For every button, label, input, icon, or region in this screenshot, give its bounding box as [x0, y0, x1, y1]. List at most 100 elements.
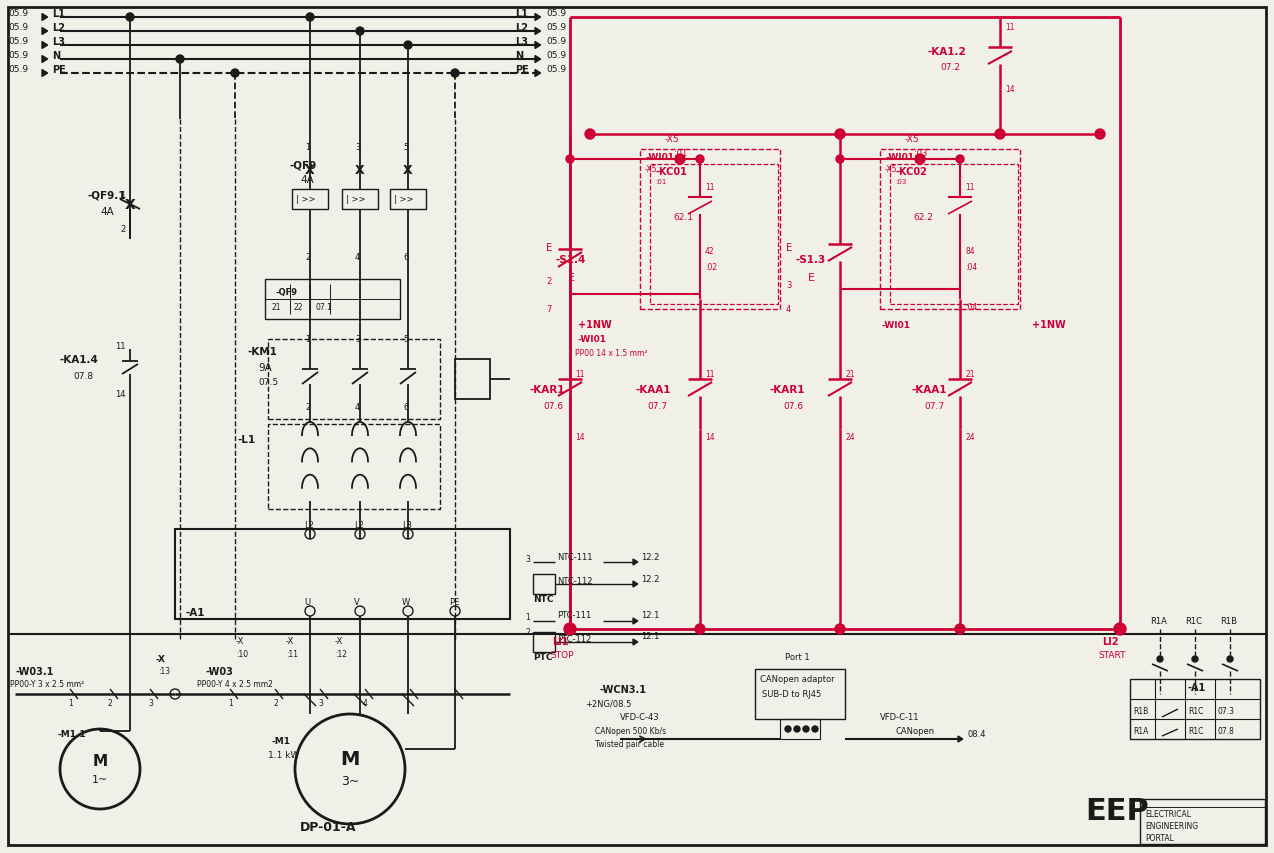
Text: -W03: -W03: [205, 666, 233, 676]
Text: -X5: -X5: [645, 165, 657, 174]
Text: 1: 1: [304, 143, 311, 153]
Circle shape: [834, 624, 845, 635]
Text: -KAA1: -KAA1: [634, 385, 670, 395]
Text: -S1.3: -S1.3: [795, 255, 826, 264]
Polygon shape: [535, 43, 540, 49]
Text: :12: :12: [335, 650, 347, 659]
Bar: [640, 150, 780, 310]
Text: ENGINEERING: ENGINEERING: [1145, 821, 1198, 831]
Text: 2: 2: [304, 403, 311, 412]
Text: NTC: NTC: [533, 595, 553, 604]
Text: 6: 6: [403, 253, 409, 262]
Text: 07.8: 07.8: [73, 372, 93, 381]
Text: 14: 14: [1005, 85, 1014, 95]
Text: 11: 11: [575, 370, 585, 379]
Text: 11: 11: [115, 342, 126, 351]
Circle shape: [176, 56, 183, 64]
Bar: [533, 574, 555, 595]
Text: 11: 11: [705, 370, 715, 379]
Text: -QF9.1: -QF9.1: [88, 189, 126, 200]
Text: N: N: [52, 51, 60, 61]
Text: 12.2: 12.2: [641, 574, 660, 583]
Text: 14: 14: [115, 390, 126, 399]
Text: 21: 21: [273, 303, 282, 312]
Text: EEP: EEP: [1085, 797, 1149, 826]
Polygon shape: [535, 28, 540, 36]
Text: U: U: [304, 598, 310, 606]
Circle shape: [1227, 656, 1233, 662]
Text: 07.2: 07.2: [940, 63, 961, 73]
Circle shape: [564, 624, 575, 635]
Text: 05.9: 05.9: [8, 24, 28, 32]
Circle shape: [696, 624, 705, 635]
Text: PTC-111: PTC-111: [557, 611, 591, 620]
Bar: [533, 632, 555, 653]
Text: PTC-112: PTC-112: [557, 635, 591, 644]
Text: 5: 5: [403, 335, 408, 344]
Text: 05.9: 05.9: [8, 9, 28, 19]
Text: | >>: | >>: [394, 195, 414, 204]
Text: R1A: R1A: [1133, 727, 1148, 735]
Text: R1C: R1C: [1187, 706, 1204, 716]
Text: -W03.1: -W03.1: [15, 666, 54, 676]
Text: 14: 14: [705, 433, 715, 442]
Text: 12.2: 12.2: [641, 552, 660, 560]
Text: | >>: | >>: [347, 195, 366, 204]
Text: VFD-C-43: VFD-C-43: [620, 712, 660, 722]
Text: 9A: 9A: [259, 363, 271, 373]
Text: 4: 4: [363, 699, 368, 708]
Text: PP00 14 x 1.5 mm²: PP00 14 x 1.5 mm²: [575, 349, 647, 358]
Text: VFD-C-11: VFD-C-11: [880, 712, 920, 722]
Circle shape: [696, 156, 705, 164]
Text: -X: -X: [155, 655, 166, 664]
Text: 08.4: 08.4: [968, 729, 986, 739]
Text: -X5: -X5: [665, 136, 679, 144]
Text: E: E: [547, 243, 552, 252]
Text: CANopen 500 Kb/s: CANopen 500 Kb/s: [595, 727, 666, 735]
Text: 11: 11: [705, 183, 715, 192]
Text: ELECTRICAL: ELECTRICAL: [1145, 809, 1191, 819]
Text: -KAR1: -KAR1: [769, 385, 805, 395]
Text: -A1: -A1: [185, 607, 205, 618]
Text: 12.1: 12.1: [641, 611, 660, 620]
Text: E: E: [808, 273, 815, 282]
Circle shape: [231, 70, 240, 78]
Text: -A1: -A1: [1187, 682, 1206, 692]
Text: X: X: [355, 163, 364, 177]
Text: 3: 3: [786, 280, 791, 289]
Text: +2NG/08.5: +2NG/08.5: [585, 699, 632, 708]
Text: 1: 1: [304, 335, 311, 344]
Polygon shape: [42, 43, 47, 49]
Text: PP00-Y 3 x 2.5 mm²: PP00-Y 3 x 2.5 mm²: [10, 680, 84, 688]
Text: 4: 4: [355, 403, 361, 412]
Text: 2: 2: [547, 277, 552, 286]
Text: M: M: [93, 753, 107, 769]
Text: Twisted pair cable: Twisted pair cable: [595, 740, 664, 749]
Text: 05.9: 05.9: [547, 66, 566, 74]
Bar: [891, 165, 1018, 305]
Text: NTC-111: NTC-111: [557, 552, 592, 560]
Circle shape: [956, 624, 964, 635]
Polygon shape: [535, 71, 540, 78]
Text: PORTAL: PORTAL: [1145, 833, 1173, 843]
Circle shape: [1192, 656, 1198, 662]
Bar: [455, 360, 490, 399]
Text: R1B: R1B: [1220, 617, 1237, 626]
Text: PTC: PTC: [533, 653, 553, 662]
Text: 84: 84: [964, 247, 975, 256]
Text: 05.9: 05.9: [547, 38, 566, 46]
Text: R1A: R1A: [1150, 617, 1167, 626]
Text: N: N: [515, 51, 524, 61]
Text: W: W: [403, 598, 410, 606]
Circle shape: [1094, 130, 1105, 140]
Text: 3: 3: [318, 699, 322, 708]
Text: R1C: R1C: [1187, 727, 1204, 735]
Bar: [341, 189, 378, 210]
Circle shape: [803, 726, 809, 732]
Text: 4A: 4A: [299, 175, 313, 185]
Text: -KAA1: -KAA1: [912, 385, 948, 395]
Polygon shape: [42, 15, 47, 21]
Text: 3: 3: [355, 335, 361, 344]
Text: :03: :03: [896, 179, 906, 185]
Text: 3: 3: [355, 143, 361, 153]
